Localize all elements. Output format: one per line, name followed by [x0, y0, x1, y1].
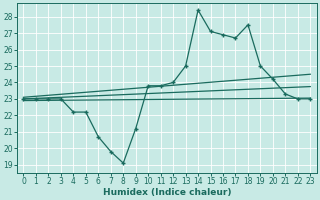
X-axis label: Humidex (Indice chaleur): Humidex (Indice chaleur): [103, 188, 231, 197]
